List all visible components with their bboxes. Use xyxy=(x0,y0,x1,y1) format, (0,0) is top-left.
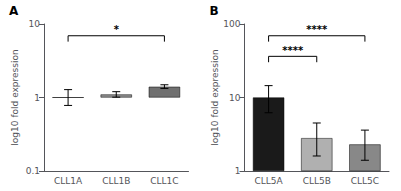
svg-text:10: 10 xyxy=(229,93,241,103)
svg-text:1: 1 xyxy=(34,93,40,103)
svg-text:B: B xyxy=(210,4,219,18)
svg-text:1: 1 xyxy=(235,166,241,176)
svg-text:log10 fold expression: log10 fold expression xyxy=(10,49,20,145)
svg-text:*: * xyxy=(114,24,120,35)
svg-text:****: **** xyxy=(306,24,328,35)
svg-text:CLL1C: CLL1C xyxy=(150,176,178,186)
svg-text:0.1: 0.1 xyxy=(26,166,40,176)
svg-text:log10 fold expression: log10 fold expression xyxy=(210,49,220,145)
svg-text:CLL1B: CLL1B xyxy=(102,176,130,186)
svg-text:CLL1A: CLL1A xyxy=(54,176,83,186)
svg-text:****: **** xyxy=(282,45,304,56)
svg-text:A: A xyxy=(9,4,19,18)
svg-text:10: 10 xyxy=(29,19,41,29)
svg-text:100: 100 xyxy=(223,19,240,29)
svg-text:CLL5A: CLL5A xyxy=(254,176,283,186)
svg-text:CLL5C: CLL5C xyxy=(351,176,379,186)
svg-text:CLL5B: CLL5B xyxy=(303,176,331,186)
